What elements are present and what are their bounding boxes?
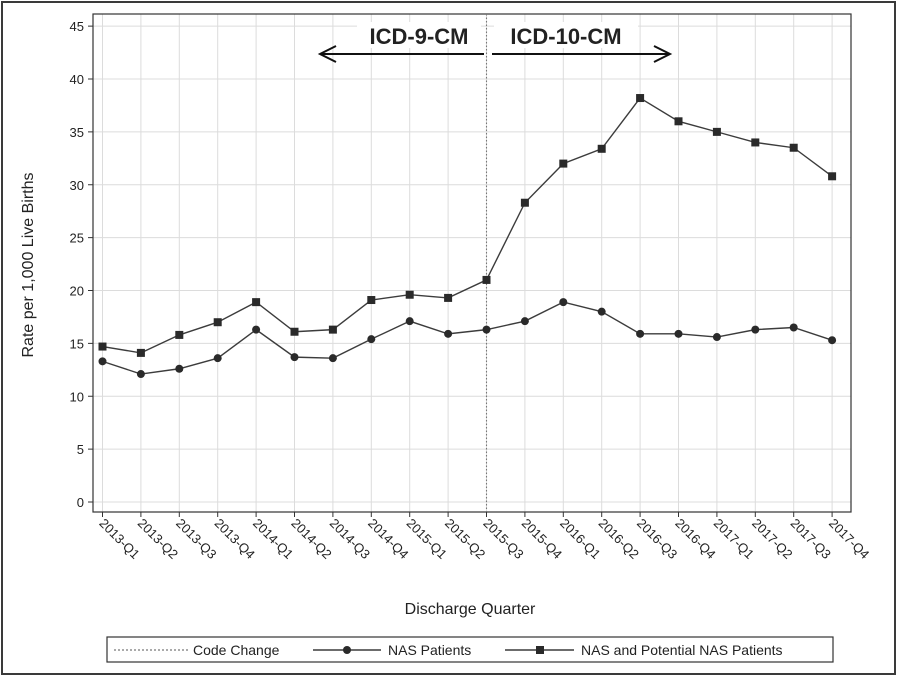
nas-potential-point: [328, 325, 337, 334]
icd10-label: ICD-10-CM: [510, 24, 621, 49]
nas-patients-point: [828, 336, 837, 345]
nas-potential-point: [444, 293, 453, 302]
legend-code-change-label: Code Change: [193, 642, 280, 658]
legend-box: [106, 636, 834, 663]
x-tick-label: 2014-Q2: [288, 516, 334, 562]
x-tick-label: 2015-Q4: [519, 516, 565, 562]
nas-potential-point: [828, 172, 837, 181]
x-tick-label: 2013-Q1: [96, 516, 142, 562]
x-tick-label: 2013-Q2: [135, 516, 181, 562]
x-tick-label: 2014-Q3: [327, 516, 373, 562]
series-group: [98, 94, 837, 379]
nas-patients-point: [213, 354, 222, 363]
nas-potential-point: [252, 298, 261, 307]
icd10-arrow: [492, 45, 673, 63]
legend-nas-potential-label: NAS and Potential NAS Patients: [581, 642, 783, 658]
nas-potential-line: [102, 97, 833, 354]
nas-potential-point: [482, 275, 491, 284]
x-tick-label: 2013-Q3: [173, 516, 219, 562]
nas-patients-point: [751, 325, 760, 334]
nas-potential-point: [559, 159, 568, 168]
icd9-label-bg: [357, 22, 481, 48]
nas-patients-point: [367, 335, 376, 344]
nas-patients-point: [789, 323, 798, 332]
nas-patients-point: [98, 357, 107, 366]
nas-patients-point: [712, 333, 721, 342]
nas-patients-point: [520, 317, 529, 326]
nas-potential-point: [674, 117, 683, 126]
x-tick-label: 2015-Q1: [404, 516, 450, 562]
nas-patients-point: [674, 329, 683, 338]
nas-potential-point: [98, 342, 107, 351]
nas-potential-point: [405, 290, 414, 299]
nas-patients-line: [102, 301, 833, 375]
nas-patients-point: [290, 353, 299, 362]
y-tick-label: 45: [70, 19, 84, 34]
legend: Code Change NAS Patients NAS and Potenti…: [106, 636, 834, 663]
nas-patients-point: [328, 354, 337, 363]
nas-potential-point: [367, 296, 376, 305]
x-tick-label: 2016-Q3: [634, 516, 680, 562]
nas-patients-point: [175, 364, 184, 373]
nas-potential-point: [597, 144, 606, 153]
nas-potential-point: [136, 348, 145, 357]
icd10-label-bg: [494, 22, 638, 48]
y-tick-label: 35: [70, 125, 84, 140]
y-tick-label: 30: [70, 178, 84, 193]
x-tick-label: 2013-Q4: [212, 516, 258, 562]
nas-patients-point: [405, 317, 414, 326]
x-tick-label: 2017-Q2: [749, 516, 795, 562]
x-axis-title: Discharge Quarter: [405, 601, 536, 618]
y-tick-label: 0: [77, 495, 84, 510]
x-tick-label: 2016-Q2: [596, 516, 642, 562]
y-tick-label: 5: [77, 442, 84, 457]
nas-potential-point: [213, 318, 222, 327]
nas-potential-point: [751, 138, 760, 147]
y-tick-label: 40: [70, 72, 84, 87]
nas-patients-point: [482, 325, 491, 334]
legend-nas-potential-swatch-marker: [536, 646, 544, 654]
x-tick-label: 2017-Q1: [711, 516, 757, 562]
nas-potential-point: [789, 143, 798, 152]
x-tick-label: 2017-Q4: [826, 516, 872, 562]
x-tick-label: 2015-Q2: [442, 516, 488, 562]
x-tick-label: 2014-Q4: [365, 516, 411, 562]
x-tick-label: 2016-Q4: [672, 516, 718, 562]
nas-potential-point: [520, 198, 529, 207]
legend-nas-swatch-marker: [343, 646, 351, 654]
nas-potential-point: [175, 330, 184, 339]
nas-potential-point: [712, 127, 721, 136]
nas-patients-point: [559, 298, 568, 307]
icd9-arrow: [317, 45, 484, 63]
nas-patients-point: [597, 307, 606, 316]
nas-patients-point: [444, 329, 453, 338]
x-tick-label: 2014-Q1: [250, 516, 296, 562]
legend-nas-label: NAS Patients: [388, 642, 471, 658]
x-tick-label: 2015-Q3: [480, 516, 526, 562]
y-axis: 0 5 10 15 20 25 30 35 40 45: [70, 19, 93, 510]
nas-patients-point: [136, 370, 145, 379]
x-tick-label: 2017-Q3: [788, 516, 834, 562]
nas-potential-point: [290, 327, 299, 336]
y-tick-label: 15: [70, 336, 84, 351]
y-axis-title: Rate per 1,000 Live Births: [20, 173, 37, 358]
gridlines: [93, 14, 851, 512]
y-tick-label: 25: [70, 231, 84, 246]
x-axis: 2013-Q12013-Q22013-Q32013-Q42014-Q12014-…: [96, 512, 872, 562]
nas-patients-point: [252, 325, 261, 334]
icd9-label: ICD-9-CM: [370, 24, 469, 49]
y-tick-label: 10: [70, 389, 84, 404]
nas-patients-point: [636, 329, 645, 338]
y-tick-label: 20: [70, 284, 84, 299]
nas-potential-point: [636, 94, 645, 103]
plot-area: [92, 13, 852, 513]
x-tick-label: 2016-Q1: [557, 516, 603, 562]
